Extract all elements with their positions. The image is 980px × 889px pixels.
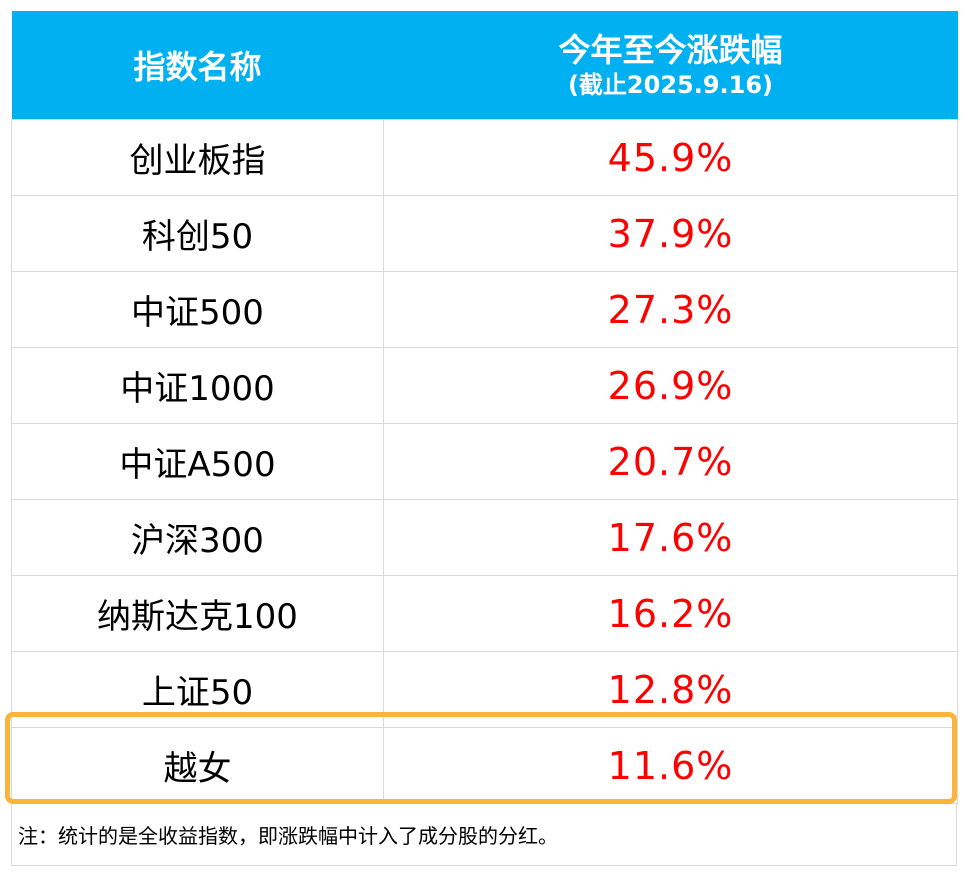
index-name-cell: 中证A500 bbox=[11, 423, 384, 500]
table-row-highlighted: 越女 11.6% bbox=[11, 727, 958, 804]
ytd-value-cell: 27.3% bbox=[383, 271, 958, 348]
ytd-value-cell: 12.8% bbox=[383, 651, 958, 728]
header-ytd-title: 今年至今涨跌幅 bbox=[558, 31, 783, 69]
index-name-cell: 沪深300 bbox=[11, 499, 384, 576]
ytd-value-cell: 16.2% bbox=[383, 575, 958, 652]
table-header-row: 指数名称 今年至今涨跌幅 (截止2025.9.16) bbox=[11, 11, 958, 120]
index-name-cell: 中证1000 bbox=[11, 347, 384, 424]
table-row: 中证1000 26.9% bbox=[11, 347, 958, 424]
table-row: 创业板指 45.9% bbox=[11, 119, 958, 196]
table-row: 中证A500 20.7% bbox=[11, 423, 958, 500]
index-name-cell: 越女 bbox=[11, 727, 384, 804]
header-ytd-date: (截止2025.9.16) bbox=[567, 71, 774, 99]
index-name-cell: 中证500 bbox=[11, 271, 384, 348]
table-row: 中证500 27.3% bbox=[11, 271, 958, 348]
ytd-value-cell: 17.6% bbox=[383, 499, 958, 576]
table-row: 上证50 12.8% bbox=[11, 651, 958, 728]
ytd-value-cell: 37.9% bbox=[383, 195, 958, 272]
ytd-value-cell: 20.7% bbox=[383, 423, 958, 500]
table-row: 纳斯达克100 16.2% bbox=[11, 575, 958, 652]
ytd-value-cell: 11.6% bbox=[383, 727, 958, 804]
index-name-cell: 科创50 bbox=[11, 195, 384, 272]
table-footnote: 注：统计的是全收益指数，即涨跌幅中计入了成分股的分红。 bbox=[11, 804, 957, 866]
ytd-value-cell: 26.9% bbox=[383, 347, 958, 424]
header-index-name: 指数名称 bbox=[11, 11, 384, 120]
index-return-table: 指数名称 今年至今涨跌幅 (截止2025.9.16) 创业板指 45.9% 科创… bbox=[11, 11, 958, 804]
index-name-cell: 创业板指 bbox=[11, 119, 384, 196]
index-name-cell: 纳斯达克100 bbox=[11, 575, 384, 652]
table-row: 科创50 37.9% bbox=[11, 195, 958, 272]
table-row: 沪深300 17.6% bbox=[11, 499, 958, 576]
ytd-value-cell: 45.9% bbox=[383, 119, 958, 196]
index-return-table-container: 指数名称 今年至今涨跌幅 (截止2025.9.16) 创业板指 45.9% 科创… bbox=[11, 11, 958, 866]
index-name-cell: 上证50 bbox=[11, 651, 384, 728]
header-ytd-return: 今年至今涨跌幅 (截止2025.9.16) bbox=[383, 11, 958, 120]
